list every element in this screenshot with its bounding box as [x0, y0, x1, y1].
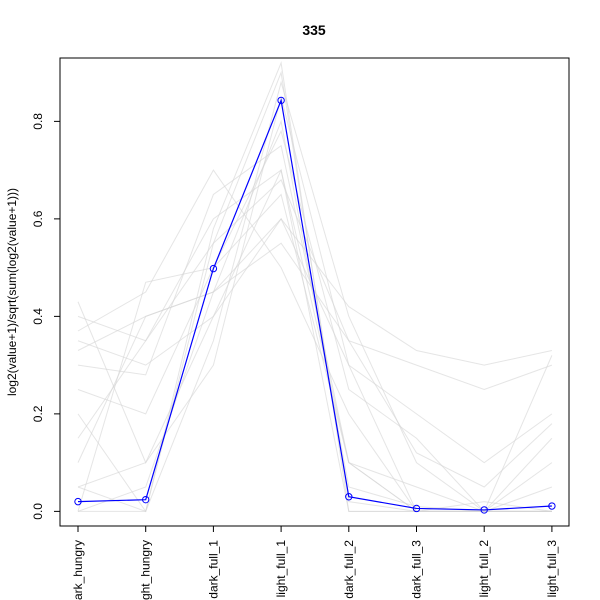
background-lines [77, 61, 553, 513]
data-point [277, 96, 285, 105]
x-axis: ark_hungry ght_hungry dark_full_1 light_ful… [71, 526, 559, 600]
x-tick-label: dark_full_1 [206, 540, 220, 599]
data-point [142, 495, 150, 504]
x-tick-label: dark_full_2 [342, 540, 356, 599]
y-tick-label: 0.4 [31, 308, 45, 325]
plot-frame [59, 57, 570, 527]
series-group [74, 96, 556, 514]
data-point [480, 506, 488, 514]
y-axis-label: log2(value+1)/sqrt(sum(log2(value+1))) [5, 188, 19, 396]
y-axis: 0.0 0.2 0.4 0.6 0.8 [31, 113, 60, 520]
background-line [77, 169, 552, 512]
y-tick-label: 0.8 [31, 113, 45, 130]
background-line [77, 218, 553, 366]
background-line [77, 129, 552, 512]
y-tick-label: 0.2 [31, 405, 45, 422]
background-line [78, 61, 552, 512]
y-tick-label: 0.6 [31, 210, 45, 227]
data-point [74, 497, 82, 506]
x-tick-label: ark_hungry [71, 540, 85, 600]
y-tick-label: 0.0 [31, 503, 45, 520]
x-tick-label: light_full_2 [477, 540, 491, 598]
chart-title: 335 [302, 22, 326, 38]
data-point [345, 493, 353, 501]
background-line [77, 242, 553, 488]
data-point [548, 502, 556, 510]
data-point [209, 264, 218, 273]
data-point [412, 504, 421, 513]
x-tick-label: light_full_1 [274, 540, 288, 598]
x-tick-label: dark_full_3 [410, 540, 424, 599]
x-tick-label: light_full_3 [545, 540, 559, 598]
background-line [77, 193, 553, 512]
x-tick-label: ght_hungry [139, 540, 153, 600]
series-line [77, 98, 552, 511]
background-line [77, 96, 552, 512]
